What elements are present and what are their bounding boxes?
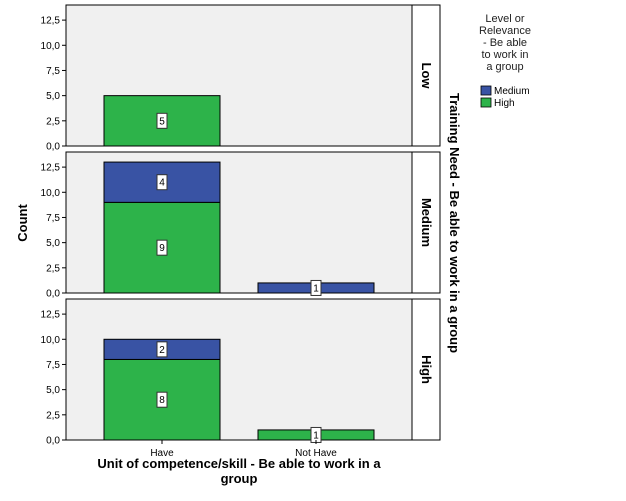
- data-label-box: [310, 279, 322, 296]
- y-tick-label: 7,5: [46, 213, 60, 224]
- data-label-box: [156, 239, 168, 256]
- data-label: 1: [313, 283, 319, 294]
- legend-title-line: Level or: [485, 13, 524, 25]
- data-label-box: [156, 174, 168, 191]
- y-tick-label: 2,5: [46, 410, 60, 421]
- legend-swatch-medium: [480, 85, 492, 96]
- y-tick-label: 7,5: [46, 66, 60, 77]
- y-axis-title: Count: [15, 204, 30, 242]
- legend-swatch-high: [480, 97, 492, 108]
- y-tick-label: 0,0: [46, 436, 60, 447]
- facet-strip: [411, 298, 441, 441]
- y-tick-label: 10,0: [41, 335, 61, 346]
- x-tick-label: Have: [150, 448, 174, 459]
- legend-label-medium: Medium: [494, 86, 530, 97]
- data-label-box: [156, 391, 168, 408]
- x-tick-labels: Have Not Have: [150, 440, 337, 459]
- x-axis-title-line-2: group: [221, 471, 258, 486]
- x-tick-label: Not Have: [295, 448, 337, 459]
- data-label: 8: [159, 395, 165, 406]
- y-tick-label: 10,0: [41, 188, 61, 199]
- y-tick-label: 5,0: [46, 385, 60, 396]
- y-tick-label: 12,5: [41, 310, 61, 321]
- y-tick-label: 12,5: [41, 16, 61, 27]
- y-tick-label: 7,5: [46, 360, 60, 371]
- panel-high: High 0,0 2,5 5,0 7,5 10,0 12,5 8 2 1: [41, 298, 441, 447]
- y-tick-label: 12,5: [41, 163, 61, 174]
- panels-group: Low0,02,55,07,510,012,55Medium0,02,55,07…: [41, 4, 441, 447]
- y-tick-label: 5,0: [46, 91, 60, 102]
- y-tick-label: 5,0: [46, 238, 60, 249]
- y-tick-label: 2,5: [46, 116, 60, 127]
- y-tick-label: 2,5: [46, 263, 60, 274]
- y-tick-label: 0,0: [46, 289, 60, 300]
- data-label: 2: [159, 345, 165, 356]
- facet-strip: [411, 151, 441, 294]
- x-axis-title-line-1: Unit of competence/skill - Be able to wo…: [97, 456, 381, 471]
- facet-axis-title: Training Need - Be able to work in a gro…: [447, 93, 462, 353]
- data-label: 1: [313, 430, 319, 441]
- data-label-box: [156, 112, 168, 129]
- legend-title-line: a group: [486, 61, 523, 73]
- facet-strip: [411, 4, 441, 147]
- y-tick-label: 0,0: [46, 142, 60, 153]
- panel-medium: Medium 0,0 2,5 5,0 7,5 10,0 12,5 9 4 1: [41, 151, 441, 300]
- legend-title-line: Relevance: [479, 25, 531, 37]
- facet-label: Low: [419, 63, 434, 90]
- data-label: 4: [159, 178, 165, 189]
- y-tick-label: 10,0: [41, 41, 61, 52]
- legend-title-line: - Be able: [483, 37, 527, 49]
- facet-label: High: [419, 355, 434, 384]
- legend-title-line: to work in: [481, 49, 528, 61]
- data-label-box: [156, 341, 168, 358]
- data-label: 9: [159, 243, 165, 254]
- legend-label-high: High: [494, 98, 515, 109]
- data-label: 5: [159, 116, 165, 127]
- panel-low: Low 0,0 2,5 5,0 7,5 10,0 12,5 5: [41, 4, 441, 153]
- facet-label: Medium: [419, 198, 434, 247]
